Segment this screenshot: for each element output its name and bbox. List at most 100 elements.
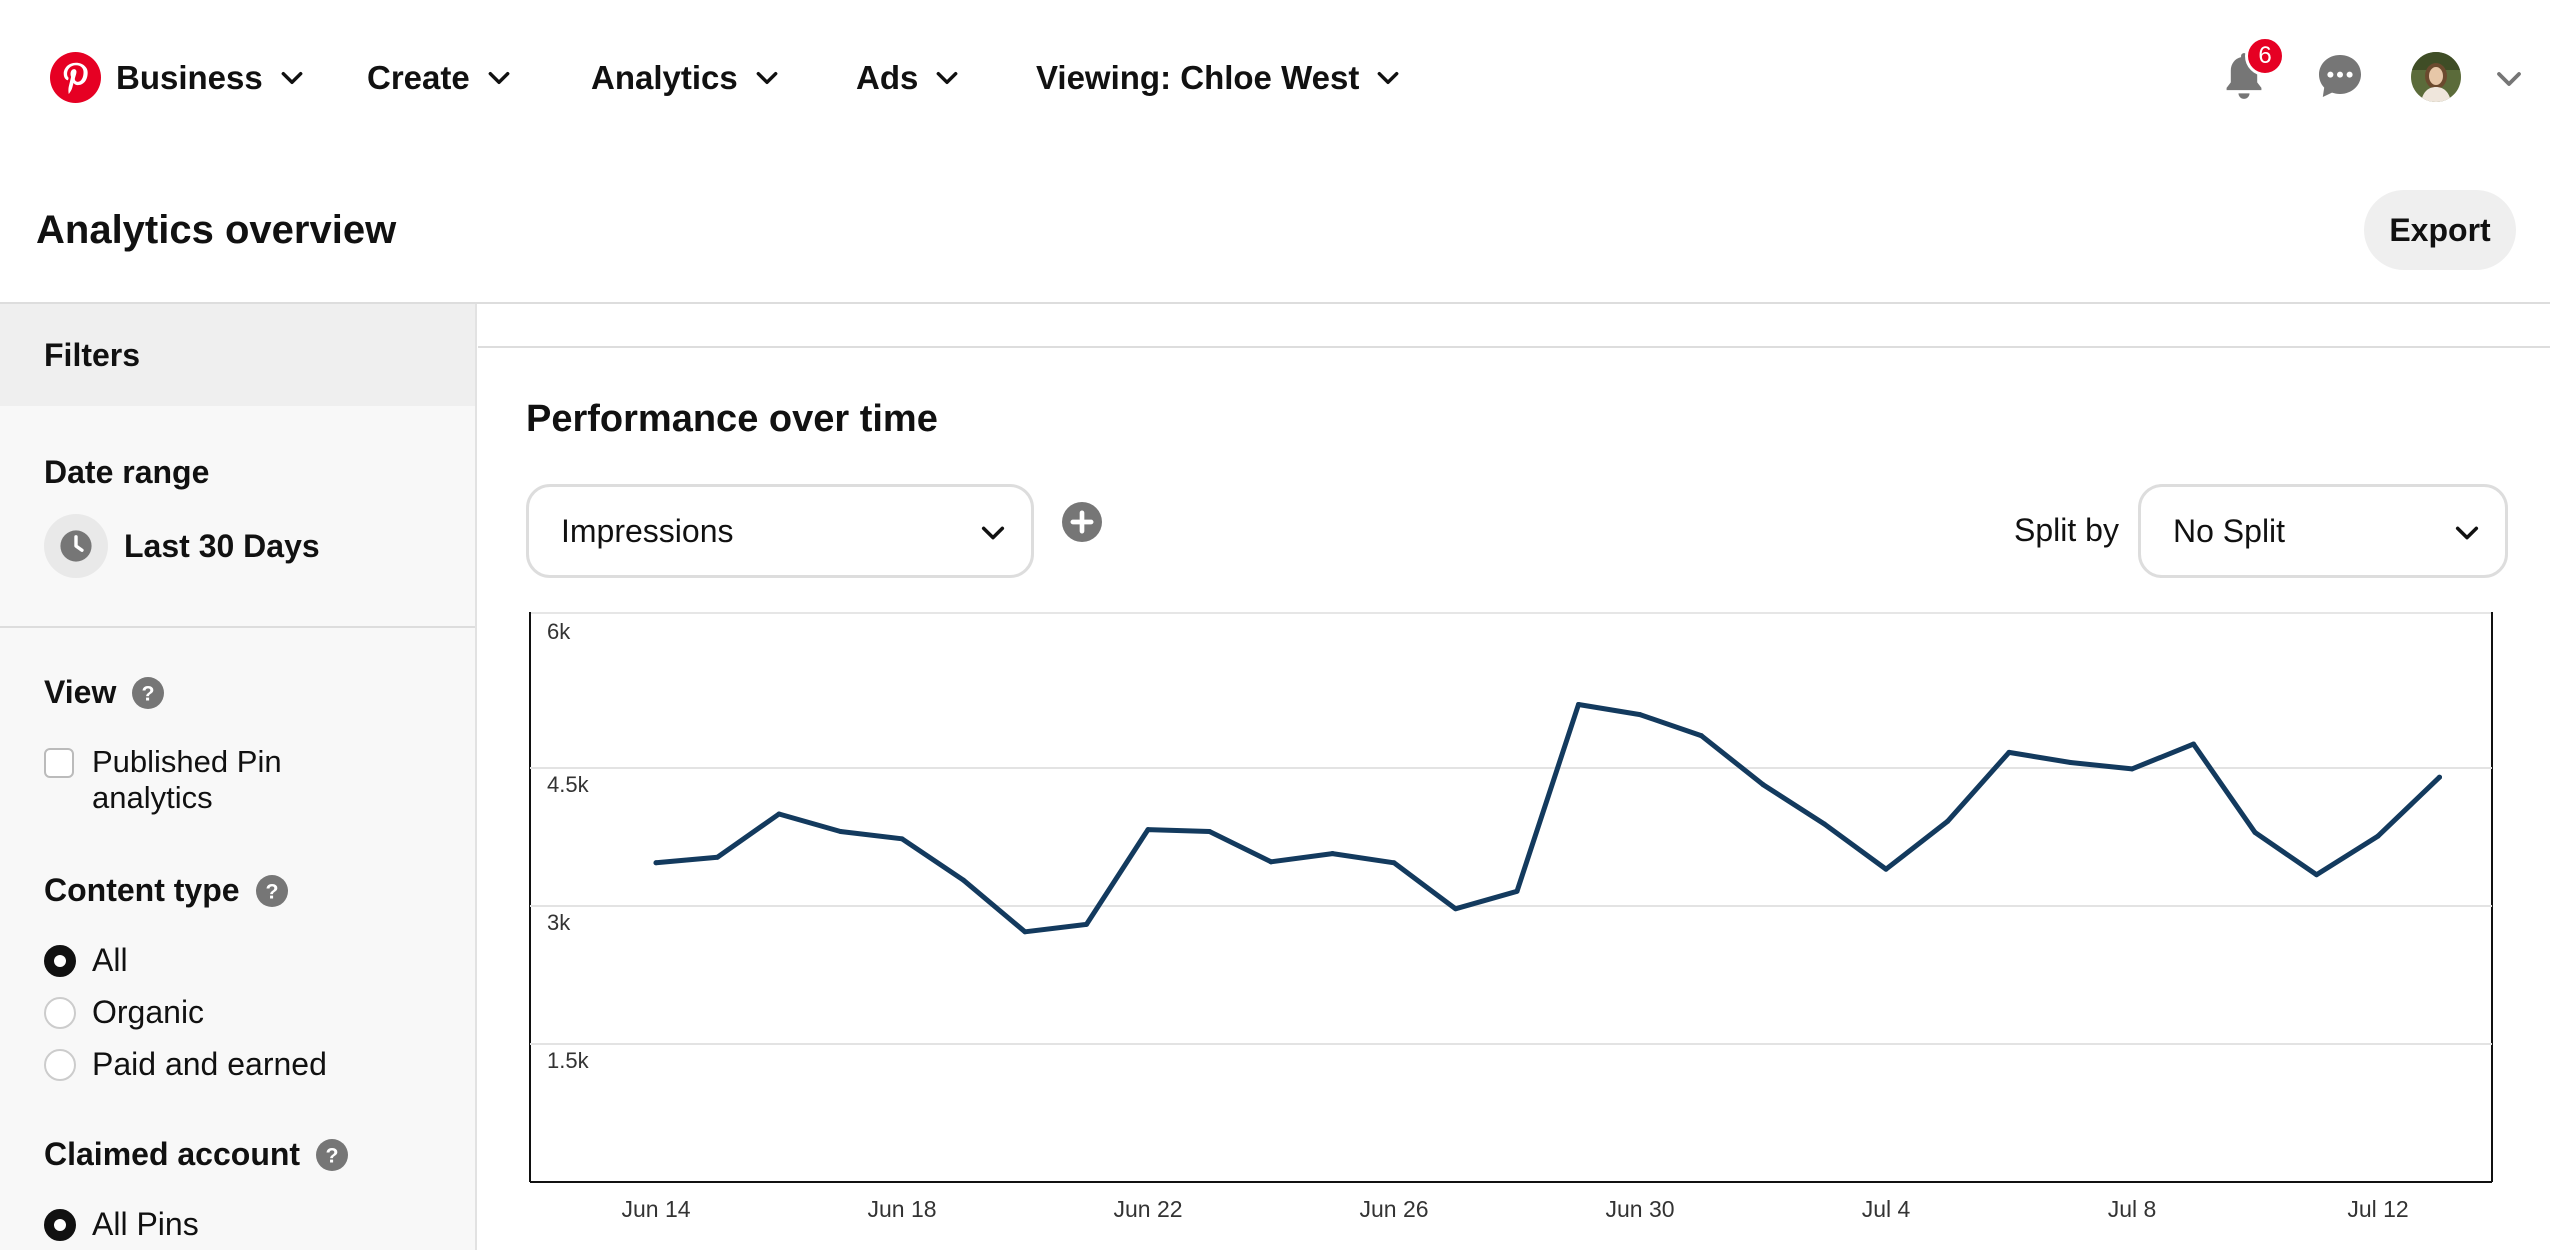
content-type-option-organic[interactable]: Organic bbox=[44, 994, 204, 1031]
svg-text:?: ? bbox=[326, 1143, 339, 1167]
nav-analytics-menu[interactable]: Analytics bbox=[591, 48, 780, 108]
nav-create-menu[interactable]: Create bbox=[367, 48, 512, 108]
claimed-account-option-label: All Pins bbox=[92, 1206, 199, 1242]
data-point bbox=[2129, 766, 2135, 772]
x-tick-label: Jun 14 bbox=[621, 1196, 690, 1222]
radio-selected[interactable] bbox=[44, 1208, 76, 1241]
metric-select-value: Impressions bbox=[561, 512, 734, 549]
metric-select[interactable]: Impressions bbox=[526, 484, 1034, 578]
performance-line-chart: 6k 4.5k 3k 1.5k Jun 14 Jun 18 Jun 22 Jun 26 Jun … bbox=[529, 612, 2493, 1222]
claimed-account-section-label: Claimed account ? bbox=[44, 1136, 349, 1173]
split-select-value: No Split bbox=[2173, 512, 2286, 549]
content-type-option-label: Paid and earned bbox=[92, 1046, 327, 1082]
nav-create-label: Create bbox=[367, 59, 470, 96]
top-navigation: Business Create Analytics Ads Viewing: C… bbox=[0, 0, 2550, 156]
nav-ads-label: Ads bbox=[856, 59, 919, 96]
claimed-account-option-all-pins[interactable]: All Pins bbox=[44, 1206, 199, 1243]
chevron-down-icon bbox=[488, 71, 510, 85]
filters-sidebar: Filters Date range Last 30 Days View ? P… bbox=[0, 304, 477, 1250]
data-point bbox=[715, 854, 720, 860]
content-type-option-paid-earned[interactable]: Paid and earned bbox=[44, 1046, 327, 1083]
data-point bbox=[2252, 829, 2258, 835]
data-point bbox=[2191, 741, 2196, 747]
help-icon[interactable]: ? bbox=[132, 676, 165, 709]
data-point bbox=[2314, 872, 2319, 878]
x-tick-label: Jul 4 bbox=[1862, 1196, 1911, 1222]
data-point bbox=[2006, 749, 2012, 755]
split-by-select[interactable]: No Split bbox=[2138, 484, 2508, 578]
y-tick-label: 4.5k bbox=[547, 772, 590, 797]
data-point bbox=[1084, 921, 1089, 927]
data-point bbox=[1145, 827, 1151, 833]
help-icon[interactable]: ? bbox=[255, 874, 288, 907]
nav-viewing-label: Viewing: Chloe West bbox=[1036, 59, 1360, 96]
data-point bbox=[1453, 906, 1458, 912]
data-point bbox=[1760, 782, 1766, 788]
y-tick-label: 6k bbox=[547, 619, 571, 644]
add-metric-plus-icon[interactable] bbox=[1062, 502, 1102, 542]
chevron-down-icon bbox=[281, 71, 303, 85]
filters-heading: Filters bbox=[0, 304, 475, 406]
data-point bbox=[1822, 821, 1827, 827]
data-point bbox=[776, 811, 782, 817]
date-range-label: Date range bbox=[44, 454, 209, 491]
user-avatar[interactable] bbox=[2411, 52, 2461, 102]
data-point bbox=[1207, 828, 1212, 834]
data-point bbox=[1268, 859, 1274, 865]
data-point bbox=[1514, 888, 1520, 894]
checkbox-box[interactable] bbox=[44, 748, 74, 778]
nav-ads-menu[interactable]: Ads bbox=[856, 48, 960, 108]
clock-icon bbox=[60, 530, 92, 562]
account-menu-chevron-icon[interactable] bbox=[2494, 64, 2524, 94]
x-tick-label: Jul 12 bbox=[2347, 1196, 2408, 1222]
published-pin-analytics-checkbox[interactable]: Published Pin analytics bbox=[44, 744, 352, 816]
header-divider bbox=[0, 302, 2550, 304]
data-point bbox=[2437, 774, 2442, 780]
nav-business-label: Business bbox=[116, 59, 263, 96]
svg-text:?: ? bbox=[142, 681, 155, 705]
x-tick-label: Jul 8 bbox=[2108, 1196, 2157, 1222]
radio-unselected[interactable] bbox=[44, 1048, 76, 1081]
export-button[interactable]: Export bbox=[2364, 190, 2516, 270]
data-point bbox=[2068, 759, 2073, 765]
performance-section-title: Performance over time bbox=[526, 398, 938, 440]
y-tick-label: 1.5k bbox=[547, 1048, 590, 1073]
content-type-option-label: All bbox=[92, 942, 128, 978]
radio-unselected[interactable] bbox=[44, 996, 76, 1029]
messages-button[interactable] bbox=[2308, 44, 2372, 108]
nav-analytics-label: Analytics bbox=[591, 59, 738, 96]
x-tick-label: Jun 26 bbox=[1359, 1196, 1428, 1222]
chevron-down-icon bbox=[756, 71, 778, 85]
svg-text:?: ? bbox=[265, 879, 278, 903]
main-divider bbox=[478, 346, 2550, 348]
published-pin-analytics-label: Published Pin analytics bbox=[92, 744, 282, 815]
data-point bbox=[1637, 712, 1643, 718]
content-type-option-all[interactable]: All bbox=[44, 942, 128, 979]
date-range-picker[interactable]: Last 30 Days bbox=[44, 514, 320, 578]
x-tick-label: Jun 30 bbox=[1605, 1196, 1674, 1222]
view-section-label: View ? bbox=[44, 674, 165, 711]
page-title: Analytics overview bbox=[36, 208, 397, 252]
impressions-series-line bbox=[653, 702, 2442, 935]
data-point bbox=[961, 877, 966, 883]
pinterest-logo-icon[interactable] bbox=[50, 52, 101, 103]
y-tick-label: 3k bbox=[547, 910, 571, 935]
data-point bbox=[1883, 866, 1889, 872]
date-range-label-text: Date range bbox=[44, 454, 210, 490]
nav-business-menu[interactable]: Business bbox=[116, 48, 305, 108]
view-label-text: View bbox=[44, 674, 117, 710]
content-type-option-label: Organic bbox=[92, 994, 205, 1030]
avatar-photo-icon bbox=[2411, 52, 2461, 102]
nav-viewing-account-menu[interactable]: Viewing: Chloe West bbox=[1036, 48, 1401, 108]
data-point bbox=[899, 836, 905, 842]
help-icon[interactable]: ? bbox=[316, 1138, 349, 1171]
data-point bbox=[2375, 833, 2381, 839]
sidebar-divider bbox=[0, 626, 475, 628]
content-type-section-label: Content type ? bbox=[44, 872, 288, 909]
radio-selected[interactable] bbox=[44, 944, 76, 977]
chevron-down-icon bbox=[981, 526, 1005, 540]
data-point bbox=[1945, 818, 1950, 824]
data-point bbox=[1391, 860, 1397, 866]
data-point bbox=[838, 828, 843, 834]
date-range-value: Last 30 Days bbox=[124, 527, 320, 564]
